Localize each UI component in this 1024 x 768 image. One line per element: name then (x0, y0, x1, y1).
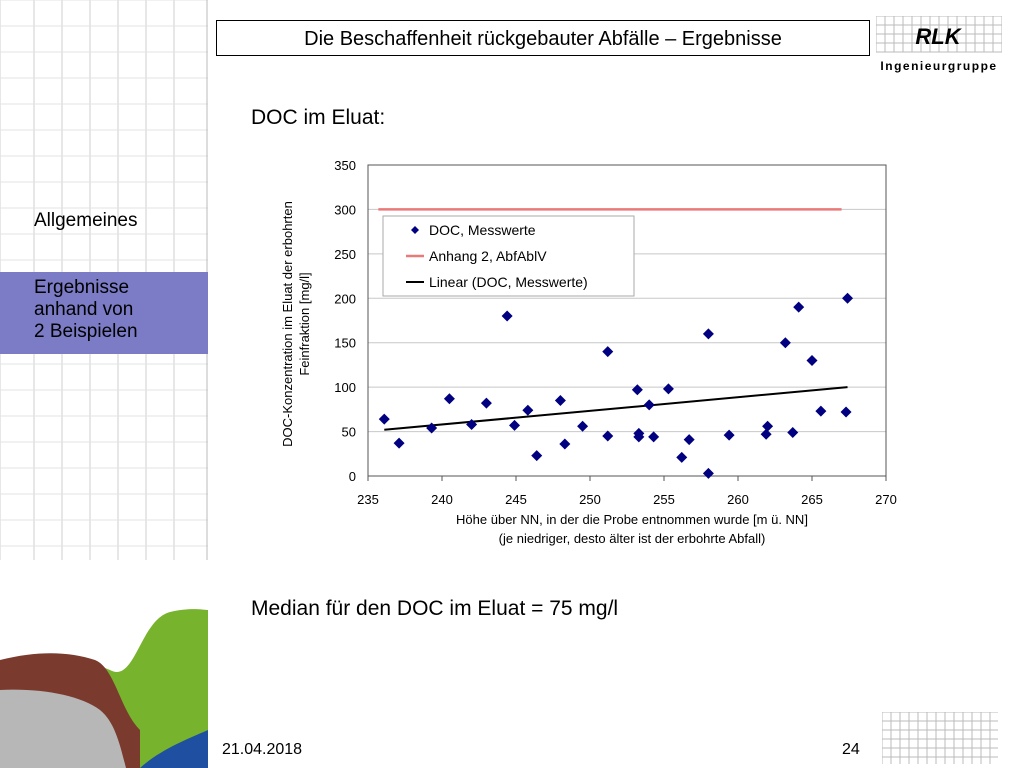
data-point (702, 328, 714, 340)
decorative-grid-bottom-right (882, 712, 998, 764)
chart-gridlines (368, 164, 886, 477)
x-tick-label: 245 (505, 492, 527, 507)
section-heading: DOC im Eluat: (251, 106, 386, 129)
data-point (554, 394, 566, 406)
y-tick-label: 250 (334, 247, 356, 262)
data-point (842, 292, 854, 304)
trend-line (384, 386, 848, 431)
y-tick-label: 300 (334, 202, 356, 217)
x-tick-label: 270 (875, 492, 897, 507)
chart-legend: DOC, Messwerte Anhang 2, AbfAblV Linear … (382, 215, 635, 297)
data-point (531, 450, 543, 462)
legend-marker-diamond (411, 226, 419, 234)
data-point (676, 451, 688, 463)
nav-item-ergebnisse[interactable]: Ergebnisse anhand von 2 Beispielen (34, 277, 138, 343)
y-tick-label: 0 (349, 469, 356, 484)
y-tick-label: 100 (334, 380, 356, 395)
data-point (602, 430, 614, 442)
data-point (509, 419, 521, 431)
data-point (806, 354, 818, 366)
data-point (683, 434, 695, 446)
nav-item-label-line: Ergebnisse (34, 277, 130, 298)
data-point (633, 427, 645, 439)
data-point (779, 337, 791, 349)
data-point (762, 420, 774, 432)
data-point (723, 429, 735, 441)
legend-label-doc: DOC, Messwerte (429, 222, 536, 238)
data-point (643, 399, 655, 411)
legend-label-trend: Linear (DOC, Messwerte) (429, 274, 588, 290)
chart-points (378, 292, 854, 479)
data-point (702, 467, 714, 479)
page-number: 24 (842, 741, 860, 758)
data-point (648, 431, 660, 443)
y-tick-labels: 0 50 100 150 200 250 300 350 (334, 158, 356, 484)
legend-box (382, 215, 635, 297)
nav-item-label-line: anhand von (34, 299, 134, 320)
y-tick-label: 350 (334, 158, 356, 173)
x-tick-label: 250 (579, 492, 601, 507)
data-point (602, 346, 614, 358)
slide-title: Die Beschaffenheit rückgebauter Abfälle … (216, 20, 870, 56)
y-axis-label-line2: Feinfraktion [mg/l] (297, 272, 312, 375)
data-point (559, 438, 571, 450)
y-tick-label: 200 (334, 291, 356, 306)
x-axis-label-line2: (je niedriger, desto älter ist der erboh… (499, 531, 766, 546)
data-point (443, 393, 455, 405)
data-point (378, 413, 390, 425)
chart-lines (378, 208, 848, 431)
logo-text-top: RLK (915, 24, 962, 49)
data-point (480, 397, 492, 409)
data-point (426, 422, 438, 434)
data-point (501, 310, 513, 322)
data-point (522, 404, 534, 416)
y-axis-title: DOC-Konzentration im Eluat der erbohrten… (280, 201, 312, 447)
data-point (793, 301, 805, 313)
data-point (631, 384, 643, 396)
x-tick-label: 240 (431, 492, 453, 507)
slide-title-text: Die Beschaffenheit rückgebauter Abfälle … (304, 28, 782, 50)
company-logo: RLK Ingenieurgruppe (876, 16, 1002, 73)
y-tick-label: 150 (334, 336, 356, 351)
nav-item-label: Allgemeines (34, 210, 138, 231)
median-statement: Median für den DOC im Eluat = 75 mg/l (251, 597, 619, 620)
data-point (577, 420, 589, 432)
data-point (815, 405, 827, 417)
nav-item-allgemeines[interactable]: Allgemeines (34, 210, 138, 232)
nav-active-highlight (0, 272, 208, 354)
data-point (840, 406, 852, 418)
doc-scatter-chart: 0 50 100 150 200 250 300 350 235 240 245 250 255 260… (280, 158, 897, 546)
decorative-landscape (0, 609, 208, 768)
left-sidebar: Allgemeines Ergebnisse anhand von 2 Beis… (0, 0, 208, 768)
x-axis-label: Höhe über NN, in der die Probe entnommen… (456, 512, 808, 527)
x-tick-label: 255 (653, 492, 675, 507)
plot-area-frame (367, 164, 887, 477)
y-tick-label: 50 (342, 425, 356, 440)
footer-date: 21.04.2018 (222, 741, 303, 758)
y-axis-label: DOC-Konzentration im Eluat der erbohrten (280, 201, 295, 447)
data-point (393, 437, 405, 449)
data-point (466, 418, 478, 430)
logo-text-bottom: Ingenieurgruppe (880, 59, 997, 73)
nav-item-label-line: 2 Beispielen (34, 321, 138, 342)
data-point (787, 426, 799, 438)
data-point (662, 383, 674, 395)
x-tick-label: 235 (357, 492, 379, 507)
legend-label-limit: Anhang 2, AbfAblV (429, 248, 547, 264)
x-tick-label: 260 (727, 492, 749, 507)
x-tick-label: 265 (801, 492, 823, 507)
data-point (760, 428, 772, 440)
x-tick-labels: 235 240 245 250 255 260 265 270 (357, 476, 897, 507)
